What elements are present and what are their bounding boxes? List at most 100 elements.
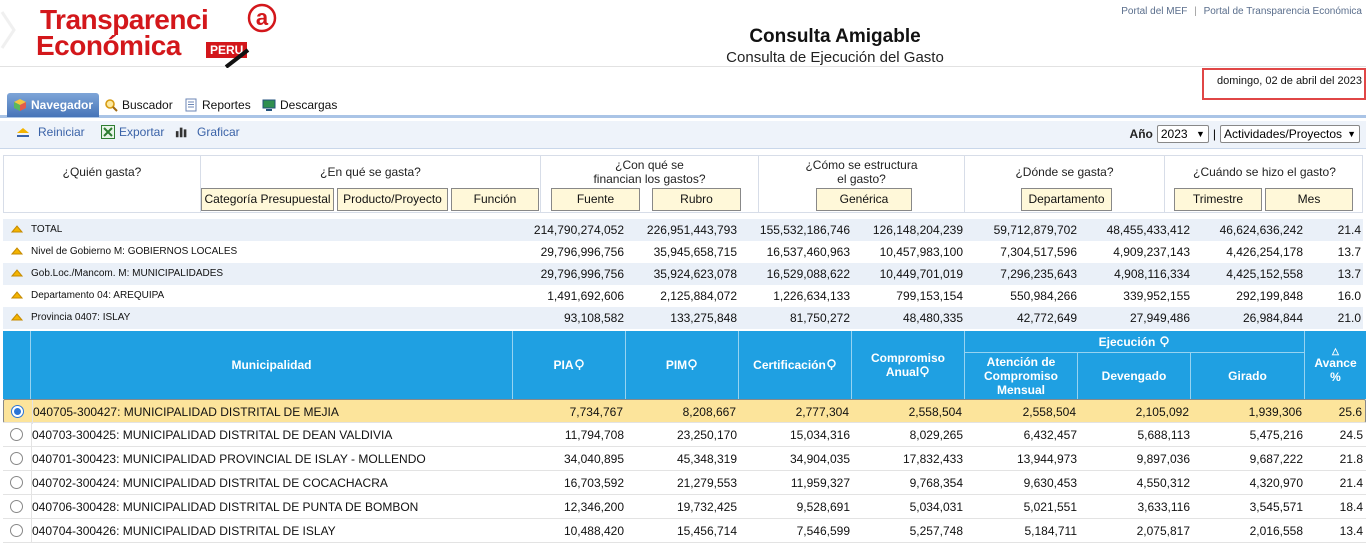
table-header: Municipalidad PIA PIM Certificación Comp… bbox=[3, 331, 1366, 399]
question-como: ¿Cómo se estructura el gasto? Genérica bbox=[759, 156, 965, 213]
row-avance: 24.5 bbox=[1339, 428, 1363, 442]
document-icon bbox=[185, 98, 197, 112]
collapse-up-icon[interactable] bbox=[11, 312, 23, 322]
info-pin-icon[interactable] bbox=[1159, 335, 1170, 348]
mes-button[interactable]: Mes bbox=[1265, 188, 1353, 211]
header-girado[interactable]: Girado bbox=[1191, 352, 1305, 399]
collapse-up-icon[interactable] bbox=[11, 268, 23, 278]
tab-reportes[interactable]: Reportes bbox=[184, 93, 251, 117]
row-avance: 18.4 bbox=[1339, 500, 1363, 514]
current-date: domingo, 02 de abril del 2023 bbox=[1202, 68, 1366, 100]
categoria-presupuestal-button[interactable]: Categoría Presupuestal bbox=[201, 188, 334, 211]
row-girado: 5,475,216 bbox=[1249, 428, 1303, 442]
summary-pim: 226,951,443,793 bbox=[646, 223, 737, 237]
row-radio[interactable] bbox=[10, 524, 23, 537]
row-radio[interactable] bbox=[10, 428, 23, 441]
row-avance: 13.4 bbox=[1339, 524, 1363, 538]
rubro-button[interactable]: Rubro bbox=[652, 188, 741, 211]
header-atencion-l3: Mensual bbox=[996, 383, 1045, 397]
link-portal-mef[interactable]: Portal del MEF bbox=[1121, 6, 1188, 17]
table-row[interactable]: 040706-300428: MUNICIPALIDAD DISTRITAL D… bbox=[3, 495, 1366, 519]
tab-buscador[interactable]: Buscador bbox=[104, 93, 173, 117]
header-avance-l2: % bbox=[1330, 369, 1341, 384]
trimestre-button[interactable]: Trimestre bbox=[1174, 188, 1262, 211]
main-tabs: Navegador Buscador Reportes Descargas bbox=[0, 93, 1366, 118]
row-pia: 7,734,767 bbox=[569, 405, 623, 419]
row-radio[interactable] bbox=[10, 476, 23, 489]
row-pim: 15,456,714 bbox=[676, 524, 737, 538]
graficar-button[interactable]: Graficar bbox=[175, 125, 240, 139]
header-ejecucion-group[interactable]: Ejecución bbox=[965, 331, 1305, 352]
summary-row[interactable]: Gob.Loc./Mancom. M: MUNICIPALIDADES 29,7… bbox=[3, 263, 1363, 285]
info-pin-icon[interactable] bbox=[919, 366, 930, 378]
row-compromiso: 2,558,504 bbox=[908, 405, 962, 419]
col-divider bbox=[31, 447, 32, 471]
summary-row[interactable]: Provincia 0407: ISLAY 93,108,582 133,275… bbox=[3, 307, 1363, 329]
funcion-button[interactable]: Función bbox=[451, 188, 539, 211]
departamento-button[interactable]: Departamento bbox=[1021, 188, 1112, 211]
generica-button[interactable]: Genérica bbox=[816, 188, 912, 211]
header-municipalidad[interactable]: Municipalidad bbox=[31, 331, 513, 399]
year-select[interactable]: 2023 ▼ bbox=[1156, 125, 1209, 143]
row-atencion: 9,630,453 bbox=[1023, 476, 1077, 490]
collapse-up-icon[interactable] bbox=[11, 224, 23, 234]
question-title-line2: financian los gastos? bbox=[593, 172, 706, 186]
exportar-button[interactable]: Exportar bbox=[101, 125, 164, 139]
summary-label: Nivel de Gobierno M: GOBIERNOS LOCALES bbox=[31, 246, 238, 257]
summary-atencion: 550,984,266 bbox=[1010, 289, 1077, 303]
header-certificacion[interactable]: Certificación bbox=[739, 331, 852, 399]
exportar-label: Exportar bbox=[119, 125, 165, 139]
chevron-down-icon: ▼ bbox=[1347, 129, 1356, 139]
table-row[interactable]: 040703-300425: MUNICIPALIDAD DISTRITAL D… bbox=[3, 423, 1366, 447]
producto-proyecto-button[interactable]: Producto/Proyecto bbox=[337, 188, 448, 211]
row-pia: 12,346,200 bbox=[563, 500, 624, 514]
sort-up-icon[interactable]: △ bbox=[1332, 345, 1339, 356]
table-row[interactable]: 040705-300427: MUNICIPALIDAD DISTRITAL D… bbox=[3, 399, 1366, 424]
row-pia: 16,703,592 bbox=[563, 476, 624, 490]
link-portal-transparencia[interactable]: Portal de Transparencia Económica bbox=[1203, 6, 1362, 17]
row-municipalidad: 040706-300428: MUNICIPALIDAD DISTRITAL D… bbox=[32, 500, 419, 514]
logo[interactable]: Transparenci a Económica PERU bbox=[36, 2, 286, 68]
table-row[interactable]: 040704-300426: MUNICIPALIDAD DISTRITAL D… bbox=[3, 519, 1366, 543]
summary-row[interactable]: Departamento 04: AREQUIPA 1,491,692,606 … bbox=[3, 285, 1363, 307]
header-devengado[interactable]: Devengado bbox=[1078, 352, 1191, 399]
header-atencion[interactable]: Atención de Compromiso Mensual bbox=[965, 352, 1078, 399]
summary-row[interactable]: Nivel de Gobierno M: GOBIERNOS LOCALES 2… bbox=[3, 241, 1363, 263]
fuente-button[interactable]: Fuente bbox=[551, 188, 640, 211]
header-compromiso[interactable]: Compromiso Anual bbox=[852, 331, 965, 399]
summary-pia: 214,790,274,052 bbox=[533, 223, 624, 237]
table-row[interactable]: 040702-300424: MUNICIPALIDAD DISTRITAL D… bbox=[3, 471, 1366, 495]
monitor-icon bbox=[262, 99, 276, 111]
activity-type-select[interactable]: Actividades/Proyectos ▼ bbox=[1220, 125, 1360, 143]
question-title: ¿Quién gasta? bbox=[62, 165, 142, 179]
header-pim-label: PIM bbox=[665, 358, 688, 372]
header-pia[interactable]: PIA bbox=[513, 331, 626, 399]
collapse-up-icon[interactable] bbox=[11, 246, 23, 256]
info-pin-icon[interactable] bbox=[574, 359, 585, 371]
row-avance: 21.4 bbox=[1339, 476, 1363, 490]
header-pim[interactable]: PIM bbox=[626, 331, 739, 399]
info-pin-icon[interactable] bbox=[687, 359, 698, 371]
row-radio[interactable] bbox=[10, 500, 23, 513]
reiniciar-button[interactable]: Reiniciar bbox=[16, 125, 85, 139]
row-radio[interactable] bbox=[11, 405, 24, 418]
summary-row[interactable]: TOTAL 214,790,274,052 226,951,443,793 15… bbox=[3, 219, 1363, 241]
collapse-up-icon[interactable] bbox=[11, 290, 23, 300]
top-links: Portal del MEF | Portal de Transparencia… bbox=[1121, 6, 1362, 17]
tab-buscador-label: Buscador bbox=[122, 98, 173, 112]
header-avance[interactable]: △ Avance % bbox=[1305, 331, 1366, 399]
summary-compromiso: 10,449,701,019 bbox=[879, 267, 963, 281]
question-title: ¿Dónde se gasta? bbox=[1015, 165, 1114, 179]
col-divider bbox=[32, 400, 33, 424]
tab-navegador[interactable]: Navegador bbox=[7, 93, 100, 117]
info-pin-icon[interactable] bbox=[826, 359, 837, 371]
row-pia: 34,040,895 bbox=[563, 452, 624, 466]
summary-certificacion: 81,750,272 bbox=[789, 311, 850, 325]
summary-certificacion: 16,537,460,963 bbox=[766, 245, 850, 259]
header-select-col bbox=[3, 331, 31, 399]
table-row[interactable]: 040701-300423: MUNICIPALIDAD PROVINCIAL … bbox=[3, 447, 1366, 471]
row-devengado: 3,633,116 bbox=[1137, 500, 1191, 514]
row-radio[interactable] bbox=[10, 452, 23, 465]
tab-descargas[interactable]: Descargas bbox=[262, 93, 337, 117]
cube-icon bbox=[14, 99, 26, 111]
